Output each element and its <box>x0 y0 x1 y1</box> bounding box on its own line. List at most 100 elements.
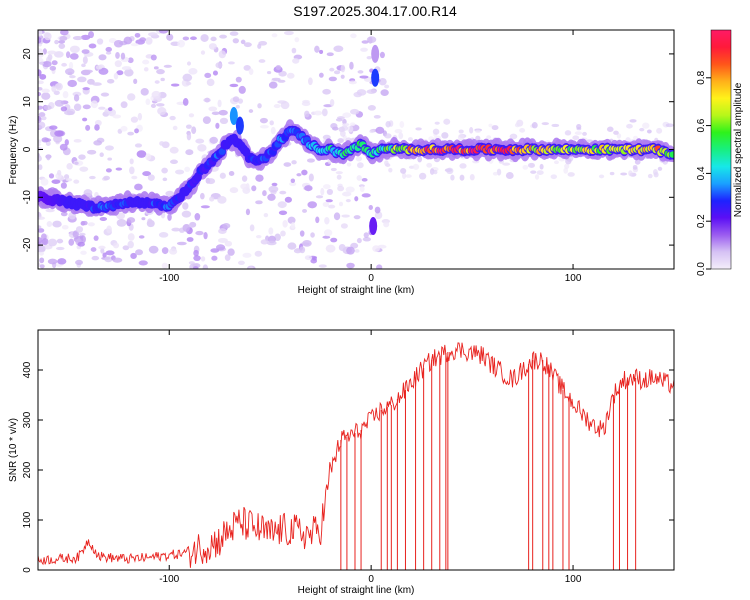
spectrogram-noise-cell <box>458 129 464 134</box>
spectrogram-noise-cell <box>133 78 138 85</box>
colorbar-tick-label: 0.6 <box>696 118 707 132</box>
spectrogram-noise-cell <box>519 128 526 133</box>
spectrogram-noise-cell <box>186 132 192 141</box>
spectrogram-ridge-core <box>218 148 226 155</box>
spectrogram-noise-cell <box>137 112 143 121</box>
spectrogram-noise-cell <box>98 245 106 250</box>
spectrogram-noise-cell <box>130 43 139 47</box>
spectrogram-noise-cell <box>145 37 153 45</box>
spectrogram-noise-cell <box>357 70 364 74</box>
spectrogram-noise-cell <box>378 77 387 86</box>
spectrogram-noise-cell <box>325 199 333 203</box>
spectrogram-noise-cell <box>60 211 68 217</box>
spectrogram-noise-cell <box>112 257 123 263</box>
spectrogram-noise-cell <box>375 126 385 134</box>
spectrogram-noise-cell <box>200 192 205 200</box>
spectrogram-noise-cell <box>531 122 538 129</box>
spectrogram-noise-cell <box>106 78 115 84</box>
spectrogram-noise-cell <box>256 235 262 239</box>
spectrogram-noise-cell <box>127 233 135 241</box>
spectrogram-noise-cell <box>350 33 357 39</box>
spectrogram-noise-cell <box>66 163 73 170</box>
spectrogram-noise-cell <box>215 62 223 69</box>
spectrogram-noise-cell <box>333 70 341 75</box>
spectrogram-noise-cell <box>374 206 381 214</box>
spectrogram-noise-cell <box>53 90 60 96</box>
spectrogram-noise-cell <box>45 140 51 146</box>
spectrogram-noise-cell <box>77 76 87 83</box>
spectrogram-noise-cell <box>203 232 208 240</box>
spectrogram-noise-cell <box>380 89 389 96</box>
spectrogram-noise-cell <box>218 109 228 116</box>
spectrogram-noise-cell <box>105 51 112 55</box>
spectrogram-noise-cell <box>169 146 179 154</box>
spectrogram-noise-cell <box>388 167 393 173</box>
colorbar-label: Normalized spectral amplitude <box>733 82 744 217</box>
spectrogram-noise-cell <box>286 72 295 79</box>
spectrogram-noise-cell <box>227 61 235 65</box>
spectrogram-noise-cell <box>564 163 570 169</box>
snr-x-axis: -100 0 100 <box>159 330 582 585</box>
spectrogram-noise-cell <box>61 62 67 67</box>
spectrogram-noise-cell <box>38 30 43 37</box>
spectrogram-plot-area <box>38 30 674 269</box>
spectrogram-noise-cell <box>337 185 345 192</box>
spectrogram-noise-cell <box>418 172 427 180</box>
spectrogram-noise-cell <box>46 220 53 227</box>
spectrogram-noise-cell <box>56 169 62 176</box>
x-tick-label: -100 <box>159 574 179 585</box>
spectrogram-noise-cell <box>193 255 201 262</box>
spectrogram-noise-cell <box>362 237 371 242</box>
spectrogram-noise-cell <box>60 106 68 112</box>
spectrogram-noise-cell <box>340 130 346 137</box>
spectrogram-noise-cell <box>333 45 344 52</box>
spectrogram-noise-cell <box>130 252 137 260</box>
spectrogram-noise-cell <box>291 47 297 54</box>
spectrogram-noise-cell <box>38 57 44 63</box>
spectrogram-noise-cell <box>353 215 361 220</box>
spectrogram-noise-cell <box>38 80 44 85</box>
spectrogram-noise-cell <box>329 67 335 72</box>
snr-y-label: SNR (10 * v/v) <box>8 418 19 482</box>
spectrogram-noise-cell <box>82 104 91 110</box>
spectrogram-noise-cell <box>142 171 151 177</box>
spectrogram-noise-cell <box>61 225 69 230</box>
spectrogram-noise-cell <box>266 240 277 246</box>
spectrogram-noise-cell <box>609 171 615 176</box>
spectrogram-noise-cell <box>38 116 42 124</box>
spectrogram-blob <box>371 44 380 63</box>
spectrogram-noise-cell <box>87 222 95 227</box>
spectrogram-noise-cell <box>245 208 251 216</box>
spectrogram-noise-cell <box>629 119 637 123</box>
spectrogram-noise-cell <box>175 169 185 175</box>
spectrogram-noise-cell <box>224 254 231 262</box>
spectrogram-noise-cell <box>255 200 263 205</box>
spectrogram-noise-cell <box>237 260 245 265</box>
spectrogram-noise-cell <box>59 36 68 42</box>
spectrogram-noise-cell <box>257 103 262 109</box>
spectrogram-noise-cell <box>319 49 324 54</box>
spectrogram-noise-cell <box>200 205 210 209</box>
spectrogram-noise-cell <box>301 101 311 107</box>
spectrogram-noise-cell <box>38 236 43 244</box>
spectrogram-noise-cell <box>376 264 383 269</box>
spectrogram-noise-cell <box>313 110 323 116</box>
spectrogram-noise-cell <box>274 233 281 241</box>
spectrogram-noise-cell <box>136 150 147 158</box>
spectrogram-noise-cell <box>69 45 80 54</box>
spectrogram-noise-cell <box>620 172 628 176</box>
spectrogram-noise-cell <box>139 37 147 42</box>
spectrogram-noise-cell <box>89 175 96 180</box>
spectrogram-noise-cell <box>85 124 91 131</box>
spectrogram-noise-cell <box>38 244 46 253</box>
spectrogram-y-label: Frequency (Hz) <box>8 116 19 185</box>
y-tick-label: -10 <box>22 190 33 205</box>
spectrogram-noise-cell <box>138 260 148 266</box>
spectrogram-noise-cell <box>116 218 127 227</box>
spectrogram-noise-cell <box>361 40 369 44</box>
spectrogram-noise-cell <box>304 185 313 192</box>
spectrogram-noise-cell <box>102 252 107 258</box>
spectrogram-noise-cell <box>182 202 189 210</box>
spectrogram-noise-cell <box>158 232 169 238</box>
